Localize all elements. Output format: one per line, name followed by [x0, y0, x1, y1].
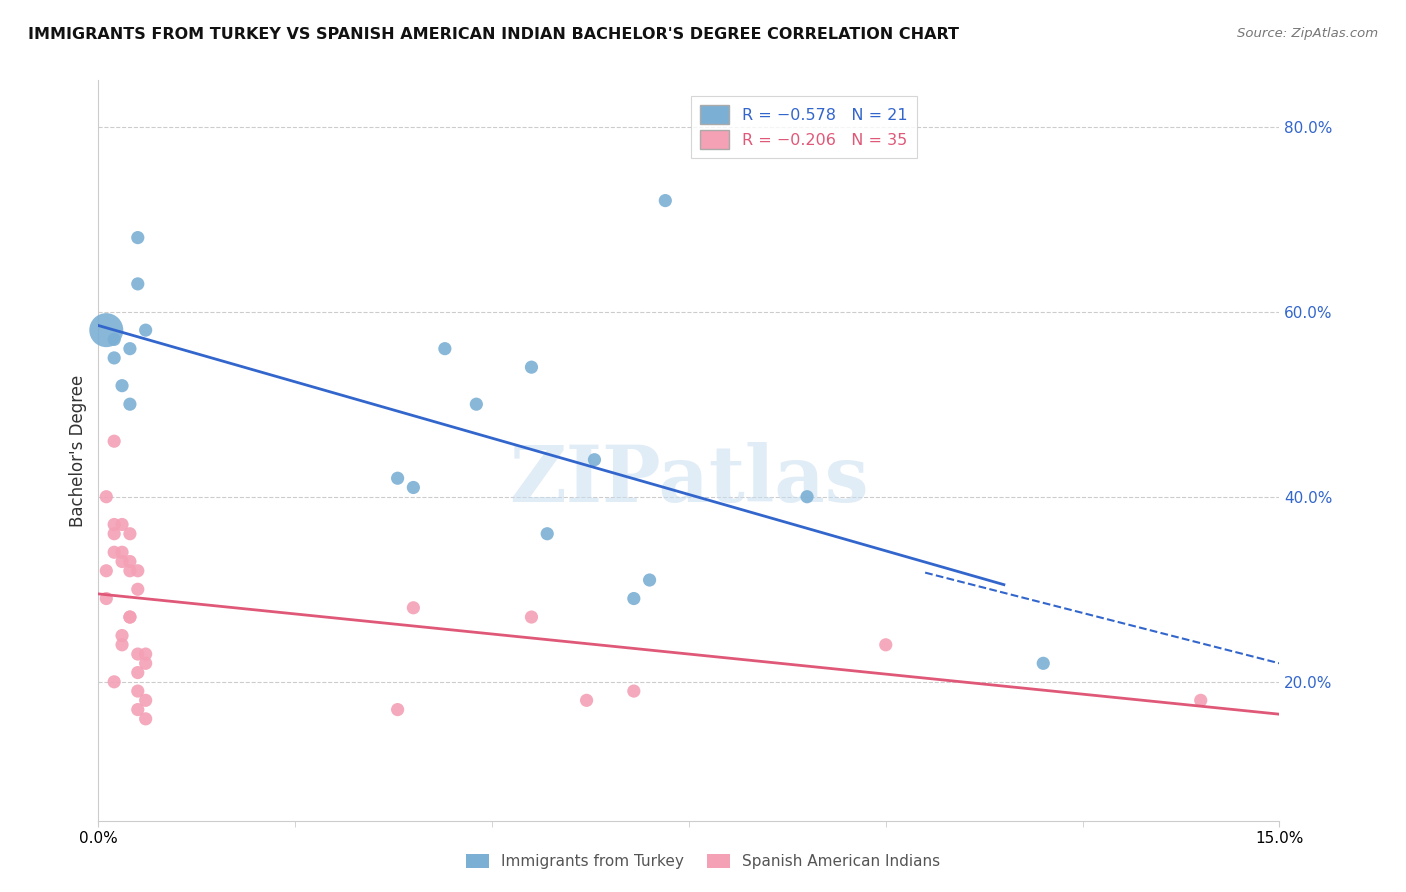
Point: [96, 564, 118, 578]
Point: [127, 647, 149, 661]
Point: [1189, 693, 1212, 707]
Point: [465, 397, 488, 411]
Point: [103, 674, 125, 689]
Point: [111, 638, 134, 652]
Point: [402, 600, 425, 615]
Point: [1032, 657, 1054, 671]
Point: [111, 554, 134, 569]
Point: [796, 490, 818, 504]
Point: [520, 360, 543, 375]
Point: [638, 573, 661, 587]
Point: [118, 610, 141, 624]
Point: [111, 545, 134, 559]
Point: [111, 517, 134, 532]
Text: ZIPatlas: ZIPatlas: [509, 442, 869, 518]
Point: [135, 647, 157, 661]
Point: [583, 452, 606, 467]
Text: IMMIGRANTS FROM TURKEY VS SPANISH AMERICAN INDIAN BACHELOR'S DEGREE CORRELATION : IMMIGRANTS FROM TURKEY VS SPANISH AMERIC…: [28, 27, 959, 42]
Text: Source: ZipAtlas.com: Source: ZipAtlas.com: [1237, 27, 1378, 40]
Point: [135, 657, 157, 671]
Point: [118, 397, 141, 411]
Point: [654, 194, 676, 208]
Legend: R = −0.578   N = 21, R = −0.206   N = 35: R = −0.578 N = 21, R = −0.206 N = 35: [690, 95, 917, 158]
Point: [387, 471, 409, 485]
Point: [135, 712, 157, 726]
Point: [402, 480, 425, 494]
Point: [103, 333, 125, 347]
Point: [127, 684, 149, 698]
Point: [118, 342, 141, 356]
Point: [118, 526, 141, 541]
Point: [103, 351, 125, 365]
Point: [520, 610, 543, 624]
Point: [96, 591, 118, 606]
Point: [118, 564, 141, 578]
Point: [127, 703, 149, 717]
Point: [135, 693, 157, 707]
Point: [103, 526, 125, 541]
Point: [127, 582, 149, 597]
Point: [111, 628, 134, 642]
Point: [575, 693, 598, 707]
Point: [103, 434, 125, 449]
Point: [875, 638, 897, 652]
Point: [135, 323, 157, 337]
Point: [623, 684, 645, 698]
Point: [103, 517, 125, 532]
Point: [127, 277, 149, 291]
Point: [387, 703, 409, 717]
Point: [623, 591, 645, 606]
Point: [127, 230, 149, 244]
Point: [127, 564, 149, 578]
Point: [118, 610, 141, 624]
Point: [127, 665, 149, 680]
Point: [96, 323, 118, 337]
Point: [96, 490, 118, 504]
Y-axis label: Bachelor's Degree: Bachelor's Degree: [69, 375, 87, 526]
Point: [433, 342, 456, 356]
Point: [111, 378, 134, 392]
Legend: Immigrants from Turkey, Spanish American Indians: Immigrants from Turkey, Spanish American…: [460, 848, 946, 875]
Point: [118, 554, 141, 569]
Point: [536, 526, 558, 541]
Point: [103, 545, 125, 559]
